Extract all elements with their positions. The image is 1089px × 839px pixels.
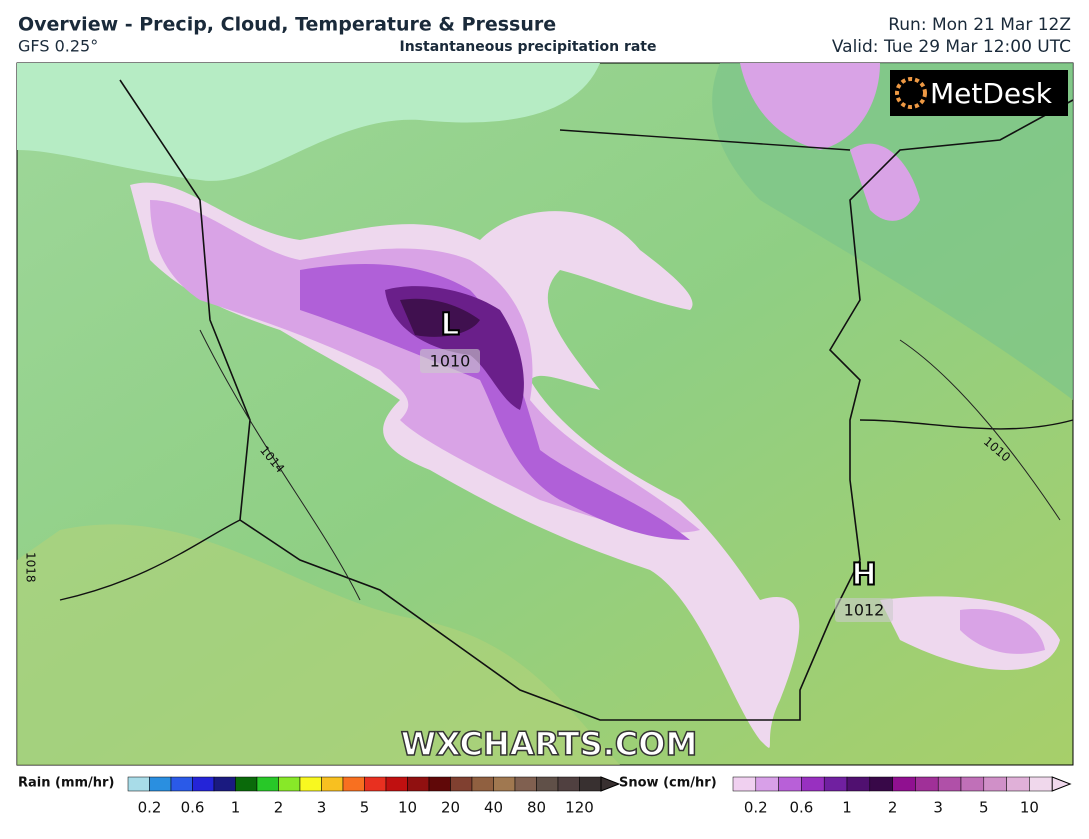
- legend-tick-label: 120: [565, 799, 594, 817]
- legend-swatch: [937, 776, 962, 792]
- legend-tick-label: 2: [274, 799, 284, 817]
- subtitle: Instantaneous precipitation rate: [400, 39, 657, 55]
- legend-swatch: [278, 776, 301, 792]
- legend-tick-label: 10: [398, 799, 417, 817]
- legend-swatch: [869, 776, 893, 792]
- legend-swatch: [385, 776, 408, 792]
- land-shade: [17, 524, 620, 765]
- legend-swatch: [342, 776, 365, 792]
- logo: MetDesk: [930, 77, 1053, 110]
- legend-tick-label: 10: [1020, 799, 1039, 817]
- legend-swatch: [1029, 776, 1053, 792]
- legend-swatch: [983, 776, 1007, 792]
- legend-swatch: [450, 776, 473, 792]
- legend-swatch: [493, 776, 516, 792]
- legend-swatch: [428, 776, 451, 792]
- legend: Rain (mm/hr) 0.2 0.6 1 2 3 5 10 20 40 80 120 Snow (c…: [18, 776, 1072, 817]
- title: Overview - Precip, Cloud, Temperature & …: [18, 14, 556, 36]
- legend-swatch: [127, 776, 150, 792]
- legend-title: Snow (cm/hr): [619, 776, 717, 791]
- map: MetDesk L 1010 H 1012 1014 1010 1018 WXC…: [16, 62, 1074, 766]
- border: [59, 129, 1074, 601]
- legend-tick-label: 0.6: [181, 799, 205, 817]
- pressure-box: [835, 598, 893, 622]
- legend-tick-label: 2: [888, 799, 898, 817]
- pressure-symbol: H: [851, 558, 876, 593]
- legend-tick-label: 5: [360, 799, 370, 817]
- legend-swatch: [536, 776, 559, 792]
- legend-swatch: [149, 776, 172, 792]
- legend-title: Rain (mm/hr): [18, 776, 114, 791]
- legend-swatch: [732, 776, 757, 792]
- valid: Valid: Tue 29 Mar 12:00 UTC: [832, 37, 1071, 57]
- watermark: WXCHARTS.COM: [401, 725, 698, 763]
- legend-tick-label: 0.2: [138, 799, 162, 817]
- legend-swatch: [579, 776, 602, 792]
- isobar: [199, 329, 1061, 601]
- legend-arrow: [600, 776, 621, 792]
- legend-swatch: [960, 776, 985, 792]
- legend-swatch: [755, 776, 779, 792]
- legend-tick-label: 3: [933, 799, 943, 817]
- legend-swatch: [170, 776, 193, 792]
- snow-area: [300, 264, 690, 540]
- sea: [17, 63, 600, 181]
- legend-swatch: [801, 776, 825, 792]
- run: Run: Mon 21 Mar 12Z: [888, 15, 1071, 35]
- legend-swatch: [892, 776, 916, 792]
- logo-box: [890, 70, 1068, 116]
- legend-swatch: [823, 776, 848, 792]
- pressure-value: 1010: [430, 352, 471, 371]
- legend-tick-label: 3: [317, 799, 327, 817]
- legend-tick-label: 1: [842, 799, 852, 817]
- legend-swatch: [407, 776, 430, 792]
- legend-swatch: [514, 776, 537, 792]
- snow-area: [400, 298, 480, 337]
- legend-tick-label: 0.2: [744, 799, 768, 817]
- isobar-label: 1018: [24, 552, 38, 583]
- snow-area: [740, 63, 880, 150]
- snow-area: [960, 609, 1045, 654]
- border: [119, 79, 1074, 721]
- legend-swatch: [778, 776, 802, 792]
- legend-tick-label: 20: [441, 799, 460, 817]
- legend-swatch: [256, 776, 279, 792]
- legend-swatch: [299, 776, 322, 792]
- snow-area: [850, 143, 920, 221]
- legend-swatch: [471, 776, 494, 792]
- legend-tick-label: 5: [979, 799, 989, 817]
- legend-arrow: [1051, 776, 1072, 792]
- pressure-value: 1012: [844, 601, 885, 620]
- legend-swatch: [364, 776, 387, 792]
- legend-swatch: [846, 776, 871, 792]
- legend-swatch: [213, 776, 236, 792]
- legend-tick-label: 80: [527, 799, 546, 817]
- model: GFS 0.25°: [18, 37, 98, 56]
- legend-tick-label: 1: [231, 799, 241, 817]
- legend-swatch: [915, 776, 939, 792]
- legend-swatch: [321, 776, 344, 792]
- logo-icon: [895, 77, 927, 109]
- legend-swatch: [235, 776, 258, 792]
- legend-swatch: [192, 776, 215, 792]
- legend-tick-label: 40: [484, 799, 503, 817]
- pressure-symbol: L: [440, 308, 459, 343]
- legend-tick-label: 0.6: [789, 799, 813, 817]
- legend-swatch: [557, 776, 580, 792]
- legend-swatch: [1006, 776, 1030, 792]
- pressure-box: [420, 349, 480, 373]
